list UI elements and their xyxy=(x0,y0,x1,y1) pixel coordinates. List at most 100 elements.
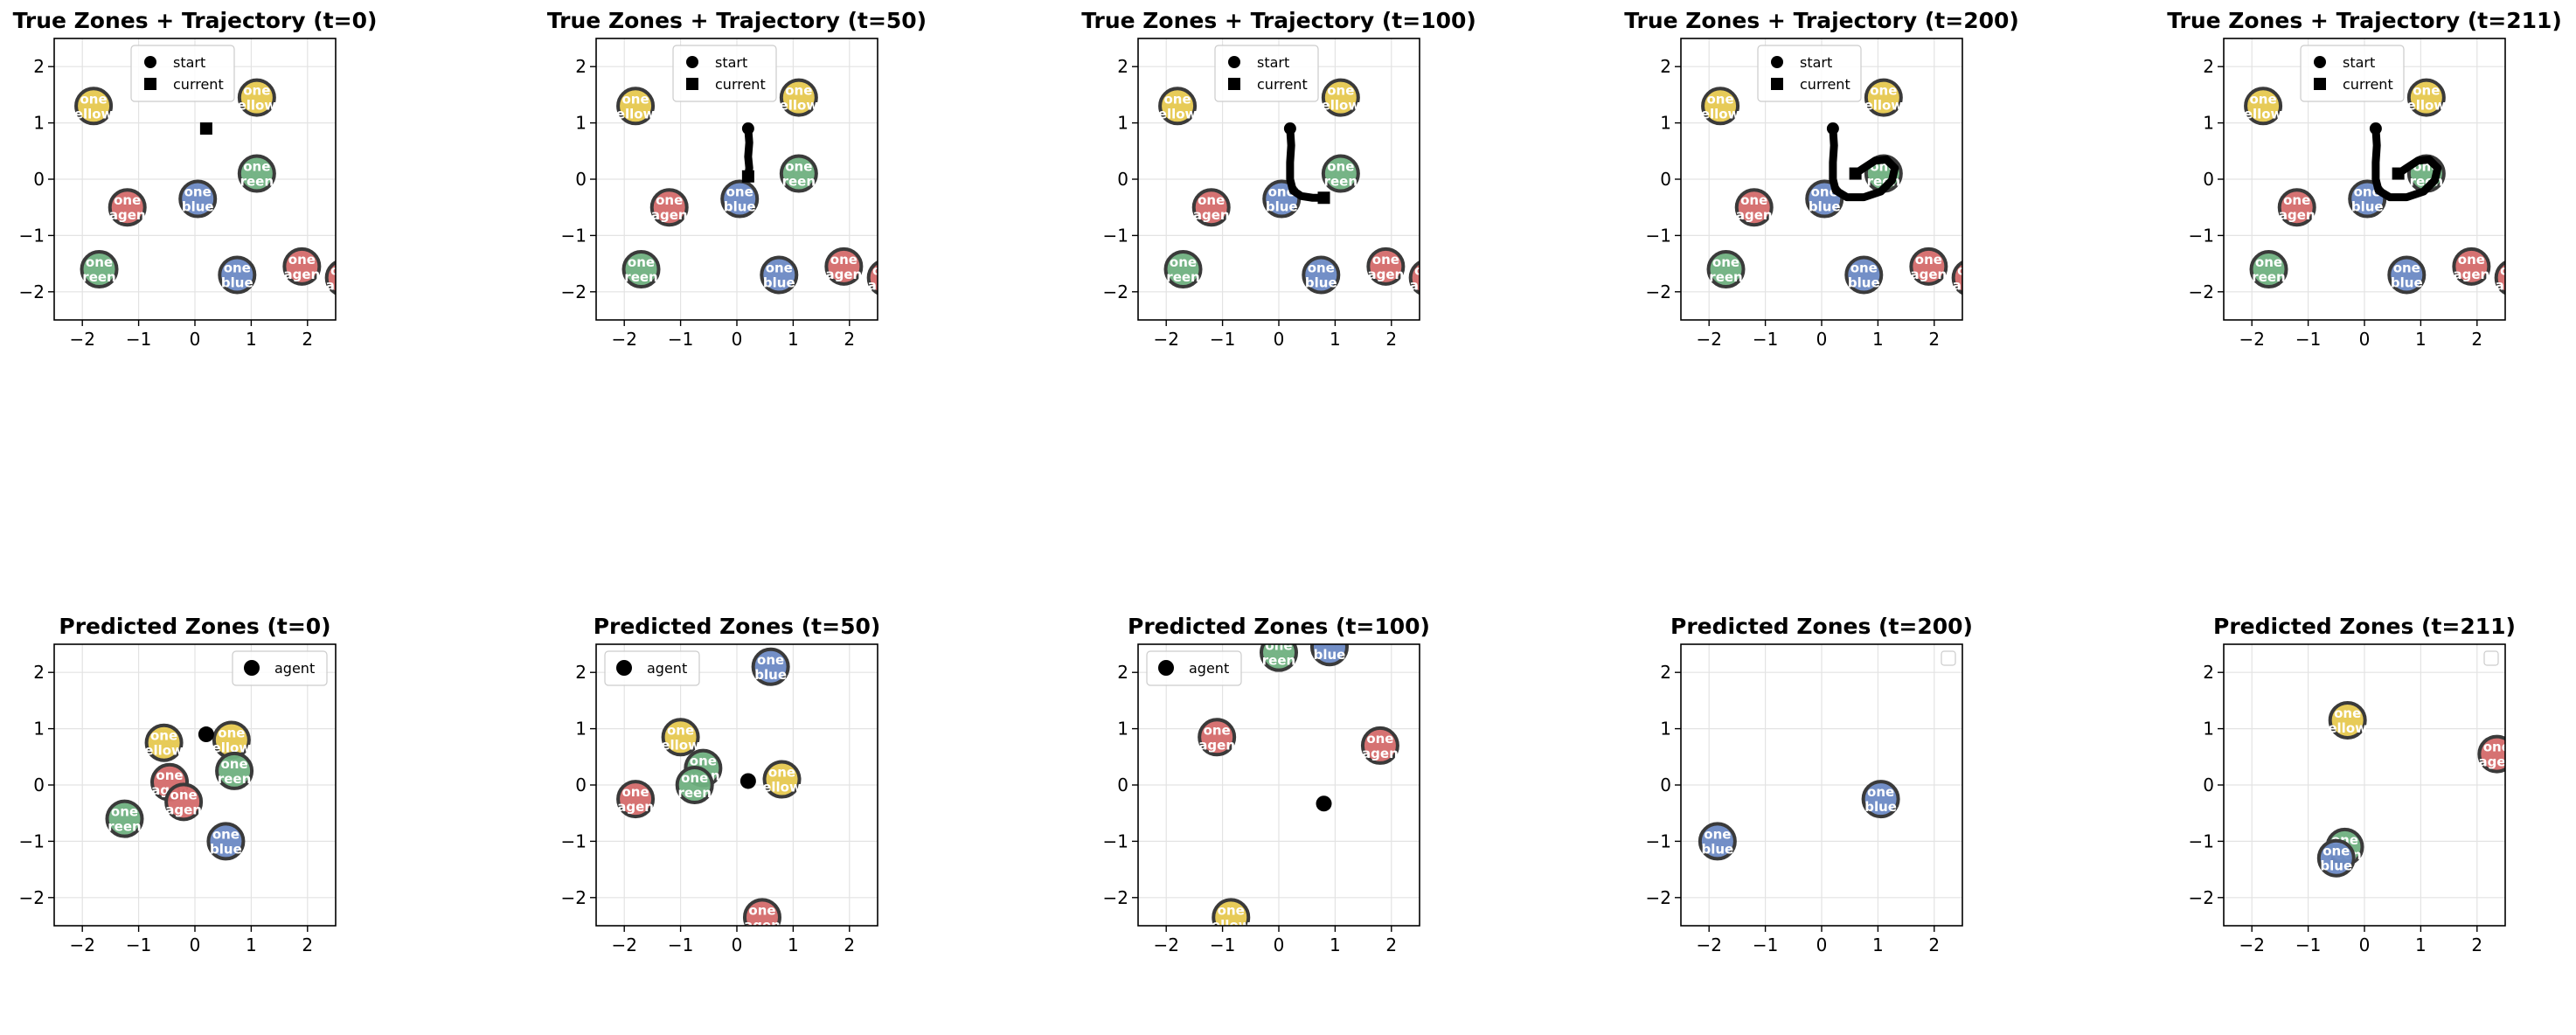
y-tick-label: −1 xyxy=(2189,830,2214,851)
legend-label-agent: agent xyxy=(274,660,315,677)
y-tick-label: −1 xyxy=(19,830,45,851)
y-tick-label: 2 xyxy=(1117,662,1128,683)
zone-label: reen xyxy=(1262,653,1295,669)
zone-label: ellow xyxy=(144,743,184,759)
y-tick-label: −2 xyxy=(561,281,587,302)
panel-title: Predicted Zones (t=50) xyxy=(594,614,881,639)
y-tick-label: −2 xyxy=(1103,887,1128,908)
legend: agent xyxy=(232,650,328,686)
y-tick-label: 0 xyxy=(2203,775,2214,795)
y-tick-label: 2 xyxy=(2203,56,2214,77)
x-tick-label: −2 xyxy=(1153,934,1178,955)
y-tick-label: 0 xyxy=(1117,775,1128,795)
x-tick-label: −2 xyxy=(69,934,94,955)
legend-empty xyxy=(2483,650,2499,666)
zone-label: one xyxy=(1366,731,1393,747)
zone-label: agen xyxy=(826,267,863,282)
y-tick-label: −2 xyxy=(2189,281,2214,302)
zone-label: ellow xyxy=(1701,106,1740,122)
zone-label: one xyxy=(785,83,812,99)
y-tick-label: 1 xyxy=(1117,719,1128,740)
y-tick-label: 0 xyxy=(575,169,587,190)
zone-label: one xyxy=(243,159,270,175)
legend-label-current: current xyxy=(173,76,224,93)
y-tick-label: −2 xyxy=(1646,887,1671,908)
legend-label-start: start xyxy=(715,54,747,71)
plot-content: oneellowoneellowonereenoneblueoneagenone… xyxy=(74,78,336,295)
zone-label: one xyxy=(766,260,793,275)
predicted-panel-3: Predicted Zones (t=200)oneblueoneblue−2−… xyxy=(1646,614,1973,955)
y-tick-label: −1 xyxy=(2189,225,2214,246)
zone-label: one xyxy=(1414,263,1441,279)
panel-title: Predicted Zones (t=0) xyxy=(59,614,330,639)
y-tick-label: 2 xyxy=(575,56,587,77)
x-tick-label: −2 xyxy=(1696,329,1721,350)
x-tick-label: 1 xyxy=(1330,329,1341,350)
zone-label: agen xyxy=(165,802,202,817)
panel-title: Predicted Zones (t=200) xyxy=(1670,614,1973,639)
y-tick-label: −2 xyxy=(1646,281,1671,302)
zone-label: agen xyxy=(1410,278,1447,294)
legend-marker-start xyxy=(686,56,698,68)
start-marker xyxy=(1283,122,1296,135)
panel-title: True Zones + Trajectory (t=200) xyxy=(1624,8,2019,33)
zone-label: one xyxy=(1204,722,1231,738)
legend-label-agent: agent xyxy=(1189,660,1229,677)
x-tick-label: 2 xyxy=(1928,934,1940,955)
y-tick-label: −1 xyxy=(19,225,45,246)
zone-label: one xyxy=(184,184,212,200)
panel-title: Predicted Zones (t=100) xyxy=(1128,614,1430,639)
zone-label: blue xyxy=(763,274,795,290)
zone-label: one xyxy=(86,254,113,270)
zone-label: reen xyxy=(624,269,657,285)
legend: start current xyxy=(130,45,235,102)
zone-label: agen xyxy=(651,207,688,223)
x-tick-label: 2 xyxy=(302,329,313,350)
zone-label: reen xyxy=(1324,174,1357,190)
legend-label-start: start xyxy=(1800,54,1832,71)
zone-label: reen xyxy=(82,269,115,285)
zone-label: one xyxy=(243,83,270,99)
zone-label: blue xyxy=(754,667,787,683)
legend-marker-current xyxy=(144,78,156,90)
zone-label: ellow xyxy=(1158,106,1198,122)
zone-label: ellow xyxy=(1864,98,1904,114)
x-tick-label: 1 xyxy=(788,329,799,350)
legend-label-start: start xyxy=(173,54,205,71)
true-panel-4: True Zones + Trajectory (t=211)oneellowo… xyxy=(2167,8,2562,350)
x-tick-label: 2 xyxy=(302,934,313,955)
zone-label: one xyxy=(690,754,717,769)
current-marker xyxy=(2392,167,2405,180)
zone-label: one xyxy=(2323,844,2350,859)
zone-label: one xyxy=(1265,638,1292,654)
legend xyxy=(2483,650,2499,666)
x-tick-label: 0 xyxy=(732,329,743,350)
zone-label: ellow xyxy=(780,98,819,114)
zone-label: reen xyxy=(218,771,251,787)
zone-label: one xyxy=(1198,192,1225,208)
zone-label: ellow xyxy=(661,737,700,753)
y-tick-label: 0 xyxy=(1660,169,1671,190)
x-tick-label: 2 xyxy=(1385,329,1397,350)
zone-label: one xyxy=(224,260,251,275)
x-tick-label: 0 xyxy=(1274,934,1285,955)
legend xyxy=(1941,650,1956,666)
